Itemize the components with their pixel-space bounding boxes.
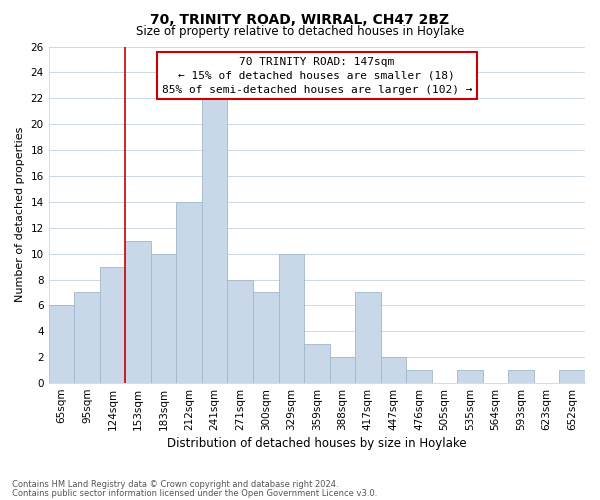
Text: Contains HM Land Registry data © Crown copyright and database right 2024.: Contains HM Land Registry data © Crown c… — [12, 480, 338, 489]
Bar — [202, 98, 227, 383]
Bar — [380, 357, 406, 383]
Bar — [508, 370, 534, 383]
Bar — [329, 357, 355, 383]
Bar — [49, 306, 74, 383]
Bar — [253, 292, 278, 383]
Text: 70 TRINITY ROAD: 147sqm
← 15% of detached houses are smaller (18)
85% of semi-de: 70 TRINITY ROAD: 147sqm ← 15% of detache… — [161, 56, 472, 94]
Y-axis label: Number of detached properties: Number of detached properties — [15, 127, 25, 302]
Bar — [559, 370, 585, 383]
Bar — [151, 254, 176, 383]
Text: Contains public sector information licensed under the Open Government Licence v3: Contains public sector information licen… — [12, 488, 377, 498]
Bar — [227, 280, 253, 383]
Bar — [278, 254, 304, 383]
Bar — [100, 266, 125, 383]
Bar — [406, 370, 432, 383]
Text: Size of property relative to detached houses in Hoylake: Size of property relative to detached ho… — [136, 25, 464, 38]
Bar — [304, 344, 329, 383]
Bar — [457, 370, 483, 383]
Bar — [176, 202, 202, 383]
X-axis label: Distribution of detached houses by size in Hoylake: Distribution of detached houses by size … — [167, 437, 467, 450]
Bar — [125, 240, 151, 383]
Text: 70, TRINITY ROAD, WIRRAL, CH47 2BZ: 70, TRINITY ROAD, WIRRAL, CH47 2BZ — [151, 12, 449, 26]
Bar — [355, 292, 380, 383]
Bar — [74, 292, 100, 383]
